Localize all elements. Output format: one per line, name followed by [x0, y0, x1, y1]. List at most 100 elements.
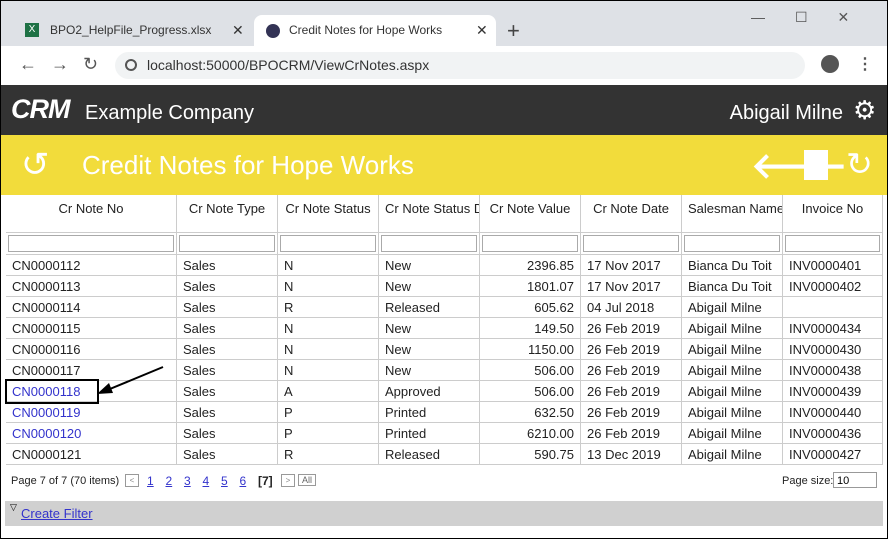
cell: 13 Dec 2019 — [581, 444, 682, 465]
annotation-arrow — [97, 366, 164, 394]
filter-input[interactable] — [6, 233, 177, 255]
cell: Released — [379, 297, 480, 318]
cell: Abigail Milne — [682, 360, 783, 381]
cell: Abigail Milne — [682, 381, 783, 402]
page-title-bar: ↺ Credit Notes for Hope Works 🡐 ↻ — [1, 135, 887, 195]
cell: Sales — [177, 444, 278, 465]
tab-bar: X BPO2_HelpFile_Progress.xlsx ✕ Credit N… — [1, 1, 887, 46]
cell: 506.00 — [480, 360, 581, 381]
user[interactable]: Abigail Milne — [729, 102, 843, 124]
refresh-icon[interactable]: ↻ — [846, 146, 873, 182]
column-header[interactable]: Salesman Name — [682, 195, 783, 233]
cell-link[interactable]: CN0000120 — [6, 423, 177, 444]
column-header[interactable]: Invoice No — [783, 195, 883, 233]
cell: INV0000434 — [783, 318, 883, 339]
filter-input[interactable] — [783, 233, 883, 255]
column-header[interactable]: Cr Note Type — [177, 195, 278, 233]
cell: New — [379, 360, 480, 381]
cell: A — [278, 381, 379, 402]
page-size[interactable]: 10 — [833, 472, 877, 488]
filter-box[interactable] — [684, 235, 780, 252]
page-link[interactable]: 1 — [147, 474, 154, 488]
cell: P — [278, 423, 379, 444]
cell: 149.50 — [480, 318, 581, 339]
address-bar: ←→↻ localhost:50000/BPOCRM/ViewCrNotes.a… — [1, 46, 887, 86]
cell-link[interactable]: CN0000118 — [6, 381, 177, 402]
cell: 17 Nov 2017 — [581, 255, 682, 276]
column-header[interactable]: Cr Note Date — [581, 195, 682, 233]
create-filter[interactable]: Create Filter — [21, 506, 93, 521]
cell: 26 Feb 2019 — [581, 360, 682, 381]
cell-link[interactable]: CN0000116 — [6, 339, 177, 360]
filter-box[interactable] — [482, 235, 578, 252]
cell: New — [379, 339, 480, 360]
cell: Sales — [177, 381, 278, 402]
settings-icon[interactable]: ⚙ — [853, 95, 877, 125]
cell: INV0000436 — [783, 423, 883, 444]
cell: Sales — [177, 318, 278, 339]
cell-link[interactable]: CN0000114 — [6, 297, 177, 318]
page-link[interactable]: 2 — [165, 474, 173, 488]
cell-link[interactable]: CN0000121 — [6, 444, 177, 465]
column-header[interactable]: Cr Note No — [6, 195, 177, 233]
cell: 506.00 — [480, 381, 581, 402]
page-link[interactable]: [7] — [258, 474, 273, 488]
filter-box[interactable] — [179, 235, 275, 252]
page-link[interactable]: 3 — [184, 474, 191, 488]
tab[interactable]: X BPO2_HelpFile_Progress.xlsx ✕ — [13, 15, 253, 46]
column-header[interactable]: Cr Note Value — [480, 195, 581, 233]
filter-input[interactable] — [278, 233, 379, 255]
cell: N — [278, 339, 379, 360]
page-link[interactable]: 5 — [221, 474, 228, 488]
column-header[interactable]: Cr Note Status — [278, 195, 379, 233]
cell: Sales — [177, 339, 278, 360]
cell: 17 Nov 2017 — [581, 276, 682, 297]
cell-link[interactable]: CN0000119 — [6, 402, 177, 423]
cell: INV0000401 — [783, 255, 883, 276]
cell: Abigail Milne — [682, 444, 783, 465]
pager-button[interactable]: > — [281, 474, 295, 487]
cell: Sales — [177, 276, 278, 297]
filter-box[interactable] — [785, 235, 880, 252]
new-tab[interactable]: + — [507, 18, 520, 43]
filter-input[interactable] — [682, 233, 783, 255]
cell: N — [278, 276, 379, 297]
page-link[interactable]: 6 — [239, 474, 247, 488]
back-icon[interactable]: ↺ — [21, 146, 50, 184]
filter-box[interactable] — [280, 235, 376, 252]
cell: Sales — [177, 423, 278, 444]
page-all[interactable]: All — [298, 474, 317, 486]
building-icon[interactable] — [804, 150, 828, 180]
cell-link[interactable]: CN0000113 — [6, 276, 177, 297]
cell: 04 Jul 2018 — [581, 297, 682, 318]
filter-box[interactable] — [8, 235, 174, 252]
cell: R — [278, 444, 379, 465]
cell: 590.75 — [480, 444, 581, 465]
cell: Abigail Milne — [682, 318, 783, 339]
cell-link[interactable]: CN0000112 — [6, 255, 177, 276]
profile[interactable] — [821, 55, 839, 73]
column-header[interactable]: Cr Note Status Desc — [379, 195, 480, 233]
pager-info: Page 7 of 7 (70 items) — [11, 475, 120, 487]
window-controls[interactable]: —☐✕ — [751, 9, 880, 25]
filter-box[interactable] — [583, 235, 679, 252]
cell: 26 Feb 2019 — [581, 381, 682, 402]
cell-link[interactable]: CN0000115 — [6, 318, 177, 339]
filter-input[interactable] — [379, 233, 480, 255]
arrow-icon[interactable]: 🡐 — [751, 145, 848, 186]
page-link[interactable]: 4 — [202, 474, 210, 488]
url[interactable]: localhost:50000/BPOCRM/ViewCrNotes.aspx — [115, 52, 805, 79]
nav-buttons[interactable]: ←→↻ — [19, 54, 113, 74]
cell: Bianca Du Toit — [682, 255, 783, 276]
cell: 26 Feb 2019 — [581, 402, 682, 423]
cell: 6210.00 — [480, 423, 581, 444]
filter-input[interactable] — [581, 233, 682, 255]
tab[interactable]: Credit Notes for Hope Works ✕ — [254, 15, 496, 46]
menu[interactable]: ⋮ — [857, 56, 873, 73]
pager-button[interactable]: < — [125, 474, 139, 487]
cell: Printed — [379, 423, 480, 444]
filter-box[interactable] — [381, 235, 477, 252]
cell: 1150.00 — [480, 339, 581, 360]
filter-input[interactable] — [480, 233, 581, 255]
filter-input[interactable] — [177, 233, 278, 255]
